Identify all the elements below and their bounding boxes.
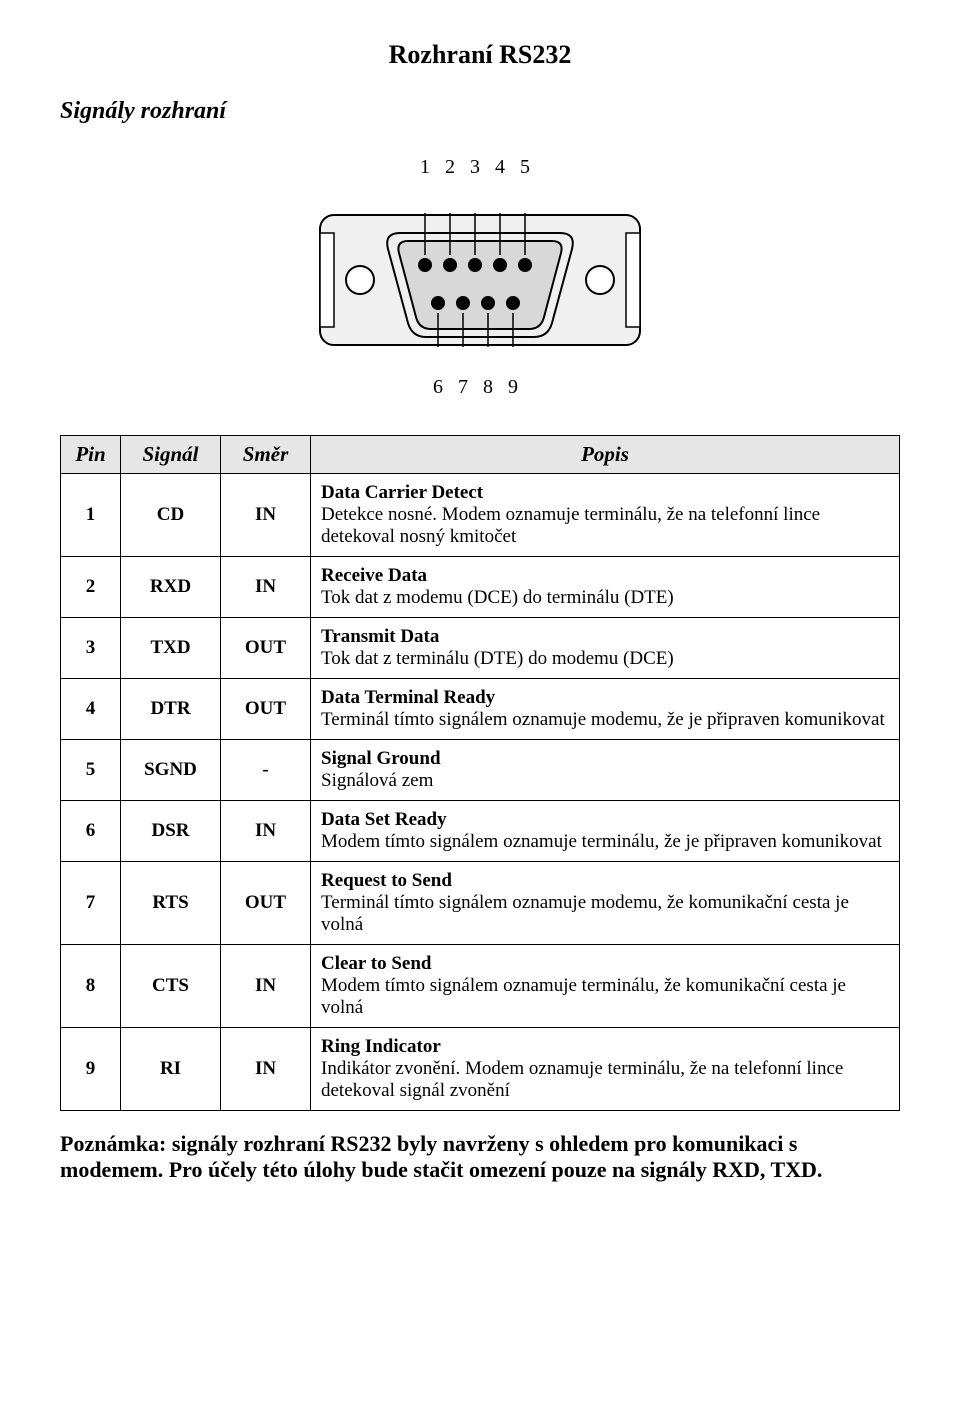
- cell-direction: IN: [221, 1028, 311, 1111]
- cell-direction: IN: [221, 474, 311, 557]
- desc-text: Modem tímto signálem oznamuje terminálu,…: [321, 975, 846, 1018]
- desc-text: Terminál tímto signálem oznamuje modemu,…: [321, 709, 885, 730]
- desc-text: Signálová zem: [321, 770, 433, 791]
- cell-signal: RXD: [121, 557, 221, 618]
- pin-label-bottom: 8: [483, 376, 493, 398]
- table-header-row: Pin Signál Směr Popis: [61, 436, 900, 474]
- desc-title: Data Set Ready: [321, 809, 447, 830]
- cell-direction: IN: [221, 801, 311, 862]
- pin-label-bottom: 9: [508, 376, 518, 398]
- cell-signal: TXD: [121, 618, 221, 679]
- cell-pin: 7: [61, 862, 121, 945]
- cell-pin: 3: [61, 618, 121, 679]
- pin-label-bottom: 7: [458, 376, 468, 398]
- desc-text: Detekce nosné. Modem oznamuje terminálu,…: [321, 504, 820, 547]
- cell-signal: CTS: [121, 945, 221, 1028]
- cell-pin: 8: [61, 945, 121, 1028]
- table-row: 5SGND-Signal GroundSignálová zem: [61, 740, 900, 801]
- page-title: Rozhraní RS232: [60, 40, 900, 70]
- cell-signal: CD: [121, 474, 221, 557]
- cell-signal: DTR: [121, 679, 221, 740]
- desc-title: Request to Send: [321, 870, 452, 891]
- cell-signal: RI: [121, 1028, 221, 1111]
- cell-pin: 9: [61, 1028, 121, 1111]
- cell-signal: RTS: [121, 862, 221, 945]
- desc-text: Tok dat z terminálu (DTE) do modemu (DCE…: [321, 648, 674, 669]
- desc-title: Ring Indicator: [321, 1036, 441, 1057]
- pin-table: Pin Signál Směr Popis 1CDINData Carrier …: [60, 435, 900, 1111]
- pin-label-top: 4: [495, 156, 505, 178]
- cell-pin: 5: [61, 740, 121, 801]
- cell-pin: 1: [61, 474, 121, 557]
- cell-direction: OUT: [221, 679, 311, 740]
- cell-description: Data Carrier DetectDetekce nosné. Modem …: [311, 474, 900, 557]
- cell-description: Transmit DataTok dat z terminálu (DTE) d…: [311, 618, 900, 679]
- cell-pin: 2: [61, 557, 121, 618]
- pin-label-top: 2: [445, 156, 455, 178]
- cell-description: Request to SendTerminál tímto signálem o…: [311, 862, 900, 945]
- pin-label-bottom: 6: [433, 376, 443, 398]
- cell-description: Receive DataTok dat z modemu (DCE) do te…: [311, 557, 900, 618]
- table-row: 2RXDINReceive DataTok dat z modemu (DCE)…: [61, 557, 900, 618]
- footnote: Poznámka: signály rozhraní RS232 byly na…: [60, 1131, 900, 1183]
- desc-title: Clear to Send: [321, 953, 431, 974]
- table-row: 4DTROUTData Terminal ReadyTerminál tímto…: [61, 679, 900, 740]
- table-row: 1CDINData Carrier DetectDetekce nosné. M…: [61, 474, 900, 557]
- cell-description: Data Set ReadyModem tímto signálem oznam…: [311, 801, 900, 862]
- cell-direction: IN: [221, 945, 311, 1028]
- table-row: 9RIINRing IndicatorIndikátor zvonění. Mo…: [61, 1028, 900, 1111]
- cell-direction: OUT: [221, 618, 311, 679]
- cell-signal: DSR: [121, 801, 221, 862]
- cell-description: Data Terminal ReadyTerminál tímto signál…: [311, 679, 900, 740]
- header-signal: Signál: [121, 436, 221, 474]
- desc-title: Transmit Data: [321, 626, 439, 647]
- cell-description: Clear to SendModem tímto signálem oznamu…: [311, 945, 900, 1028]
- cell-description: Signal GroundSignálová zem: [311, 740, 900, 801]
- cell-direction: -: [221, 740, 311, 801]
- table-row: 3TXDOUTTransmit DataTok dat z terminálu …: [61, 618, 900, 679]
- pin-label-top: 5: [520, 156, 530, 178]
- table-row: 8CTSINClear to SendModem tímto signálem …: [61, 945, 900, 1028]
- header-pin: Pin: [61, 436, 121, 474]
- desc-text: Modem tímto signálem oznamuje terminálu,…: [321, 831, 882, 852]
- db9-connector-icon: 12345 6789: [290, 145, 670, 405]
- pin-label-top: 3: [470, 156, 480, 178]
- cell-description: Ring IndicatorIndikátor zvonění. Modem o…: [311, 1028, 900, 1111]
- cell-pin: 4: [61, 679, 121, 740]
- desc-title: Receive Data: [321, 565, 427, 586]
- header-dir: Směr: [221, 436, 311, 474]
- cell-signal: SGND: [121, 740, 221, 801]
- cell-direction: OUT: [221, 862, 311, 945]
- desc-text: Indikátor zvonění. Modem oznamuje termin…: [321, 1058, 843, 1101]
- cell-direction: IN: [221, 557, 311, 618]
- connector-diagram: 12345 6789: [60, 145, 900, 405]
- desc-title: Data Terminal Ready: [321, 687, 495, 708]
- cell-pin: 6: [61, 801, 121, 862]
- table-row: 7RTSOUTRequest to SendTerminál tímto sig…: [61, 862, 900, 945]
- pin-label-top: 1: [420, 156, 430, 178]
- desc-text: Tok dat z modemu (DCE) do terminálu (DTE…: [321, 587, 674, 608]
- subtitle: Signály rozhraní: [60, 98, 900, 125]
- header-desc: Popis: [311, 436, 900, 474]
- desc-title: Data Carrier Detect: [321, 482, 483, 503]
- desc-title: Signal Ground: [321, 748, 441, 769]
- desc-text: Terminál tímto signálem oznamuje modemu,…: [321, 892, 849, 935]
- table-row: 6DSRINData Set ReadyModem tímto signálem…: [61, 801, 900, 862]
